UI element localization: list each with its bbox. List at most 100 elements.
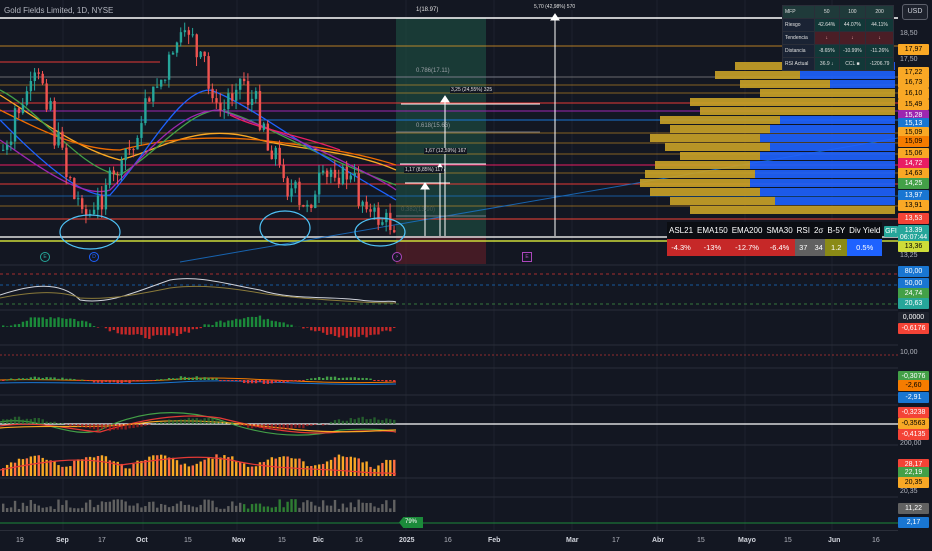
oscillator-bar bbox=[385, 380, 387, 382]
oscillator-bar bbox=[77, 380, 79, 381]
candle-body bbox=[369, 209, 371, 211]
macd-bar bbox=[310, 327, 312, 330]
histogram-bar bbox=[160, 455, 162, 476]
macd-bar bbox=[38, 318, 40, 327]
macd-bar bbox=[267, 319, 269, 327]
histogram-bar bbox=[211, 459, 213, 476]
candle-body bbox=[373, 207, 375, 211]
oscillator-bar bbox=[121, 380, 123, 383]
macd-bar bbox=[385, 327, 387, 330]
oscillator-bar bbox=[350, 377, 352, 380]
macd-histogram-pane bbox=[2, 316, 395, 339]
price-scale-label: 13,25 bbox=[900, 252, 918, 259]
macd-bar bbox=[65, 319, 67, 327]
macd-bar bbox=[203, 324, 205, 327]
histogram-bar bbox=[128, 469, 130, 476]
time-tick: Mar bbox=[566, 537, 578, 544]
histogram-bar bbox=[231, 456, 233, 476]
oscillator-bar bbox=[243, 424, 245, 426]
candle-body bbox=[14, 108, 16, 141]
oscillator-bar bbox=[282, 424, 284, 429]
event-marker-e[interactable]: E bbox=[40, 252, 50, 262]
oscillator-bar bbox=[109, 380, 111, 383]
histogram-bar bbox=[369, 467, 371, 476]
ind-value: -12.7% bbox=[730, 239, 765, 256]
oscillator-bar bbox=[361, 417, 363, 424]
symbol-title[interactable]: Gold Fields Limited, 1D, NYSE bbox=[4, 6, 113, 15]
histogram-bar bbox=[188, 505, 190, 512]
histogram-bar bbox=[2, 504, 4, 512]
candle-body bbox=[290, 188, 292, 196]
histogram-bar bbox=[255, 504, 257, 512]
macd-bar bbox=[128, 327, 130, 335]
candle-body bbox=[26, 91, 28, 104]
earnings-marker[interactable]: E bbox=[522, 252, 532, 262]
oscillator-bar bbox=[365, 378, 367, 380]
oscillator-bar bbox=[188, 378, 190, 380]
time-tick: Feb bbox=[488, 537, 500, 544]
candle-body bbox=[176, 42, 178, 52]
macd-bar bbox=[215, 322, 217, 327]
long-position-loss-zone[interactable] bbox=[396, 236, 486, 264]
candle-body bbox=[53, 101, 55, 146]
oscillator-bar bbox=[196, 376, 198, 380]
histogram-bar bbox=[30, 500, 32, 512]
histogram-bar bbox=[57, 500, 59, 512]
oscillator-bar bbox=[69, 424, 71, 426]
histogram-bar bbox=[239, 503, 241, 512]
histogram-bar bbox=[361, 462, 363, 476]
measure-label-2: 1,67 (12,59%) 167 bbox=[424, 148, 467, 154]
candle-body bbox=[30, 81, 32, 91]
histogram-bar bbox=[354, 458, 356, 476]
oscillator-bar bbox=[373, 417, 375, 424]
candle-body bbox=[124, 149, 126, 160]
histogram-bar bbox=[385, 500, 387, 512]
histogram-bar bbox=[176, 460, 178, 476]
macd-bar bbox=[144, 327, 146, 338]
histogram-bar bbox=[263, 462, 265, 476]
oscillator-bar bbox=[176, 378, 178, 380]
histogram-bar bbox=[81, 508, 83, 512]
mfp-cell: -8.65% bbox=[814, 45, 839, 58]
histogram-bar bbox=[381, 504, 383, 512]
oscillator-bar bbox=[124, 424, 126, 430]
macd-bar bbox=[22, 322, 24, 327]
dividend-marker[interactable]: D bbox=[89, 252, 99, 262]
mfp-header: MFP bbox=[783, 6, 815, 19]
oscillator-bar bbox=[109, 424, 111, 431]
oscillator-bar bbox=[298, 424, 300, 428]
candle-body bbox=[346, 167, 348, 180]
oscillator-bar bbox=[85, 380, 87, 381]
macd-bar bbox=[377, 327, 379, 334]
histogram-bar bbox=[223, 455, 225, 476]
oscillator-bar bbox=[14, 379, 16, 380]
oscillator-bar bbox=[279, 380, 281, 382]
oscillator-bar bbox=[6, 380, 8, 381]
oscillator-bar bbox=[215, 420, 217, 424]
price-tag: -2,60 bbox=[898, 380, 929, 391]
histogram-bar bbox=[65, 500, 67, 512]
split-marker[interactable]: ⚡ bbox=[392, 252, 402, 262]
histogram-bar bbox=[38, 455, 40, 476]
candle-body bbox=[267, 124, 269, 151]
mfp-cell: -10.99% bbox=[839, 45, 866, 58]
oscillator-bar bbox=[239, 424, 241, 426]
histogram-bar bbox=[239, 462, 241, 476]
histogram-bar bbox=[93, 507, 95, 512]
oscillator-bar bbox=[81, 380, 83, 381]
oscillator-bar bbox=[231, 422, 233, 424]
histogram-bar bbox=[346, 457, 348, 476]
candle-body bbox=[294, 182, 296, 189]
histogram-bar bbox=[121, 500, 123, 512]
oscillator-bar bbox=[251, 424, 253, 428]
histogram-bar bbox=[235, 506, 237, 512]
candle-body bbox=[326, 171, 328, 177]
candle-body bbox=[61, 132, 63, 148]
price-tag: 13,53 bbox=[898, 213, 929, 224]
candle-body bbox=[2, 150, 4, 151]
price-tag: 17,97 bbox=[898, 44, 929, 55]
macd-bar bbox=[57, 317, 59, 327]
